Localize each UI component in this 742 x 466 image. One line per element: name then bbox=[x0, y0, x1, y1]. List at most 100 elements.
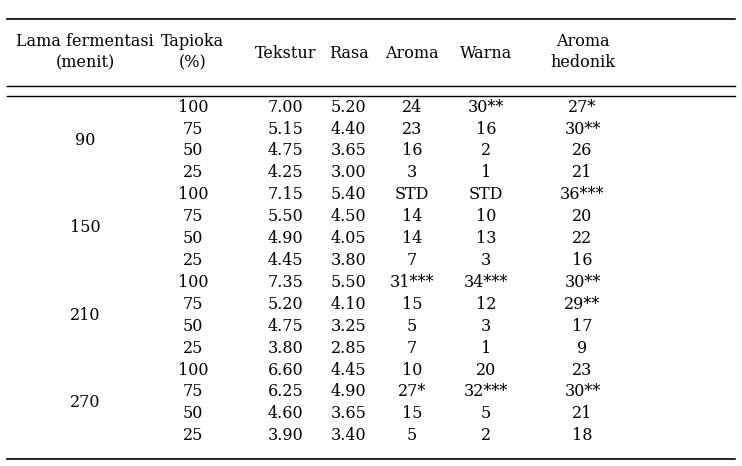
Text: 17: 17 bbox=[572, 318, 593, 335]
Text: 4.45: 4.45 bbox=[268, 252, 303, 269]
Text: 4.90: 4.90 bbox=[331, 384, 367, 400]
Text: 27*: 27* bbox=[398, 384, 426, 400]
Text: 1: 1 bbox=[481, 340, 491, 356]
Text: 75: 75 bbox=[183, 296, 203, 313]
Text: 15: 15 bbox=[401, 405, 422, 422]
Text: 2: 2 bbox=[481, 427, 491, 444]
Text: 150: 150 bbox=[70, 219, 101, 236]
Text: 27*: 27* bbox=[568, 99, 597, 116]
Text: 100: 100 bbox=[177, 274, 209, 291]
Text: hedonik: hedonik bbox=[550, 55, 615, 71]
Text: 24: 24 bbox=[401, 99, 422, 116]
Text: STD: STD bbox=[469, 186, 503, 203]
Text: 7: 7 bbox=[407, 340, 417, 356]
Text: Aroma: Aroma bbox=[385, 45, 439, 62]
Text: 13: 13 bbox=[476, 230, 496, 247]
Text: 5: 5 bbox=[407, 427, 417, 444]
Text: (%): (%) bbox=[179, 55, 207, 71]
Text: 16: 16 bbox=[401, 143, 422, 159]
Text: 32***: 32*** bbox=[464, 384, 508, 400]
Text: 30**: 30** bbox=[564, 121, 601, 137]
Text: 4.60: 4.60 bbox=[268, 405, 303, 422]
Text: 75: 75 bbox=[183, 121, 203, 137]
Text: 3.90: 3.90 bbox=[268, 427, 303, 444]
Text: 7.00: 7.00 bbox=[268, 99, 303, 116]
Text: 4.75: 4.75 bbox=[268, 318, 303, 335]
Text: 10: 10 bbox=[476, 208, 496, 225]
Text: 5.50: 5.50 bbox=[268, 208, 303, 225]
Text: 90: 90 bbox=[75, 131, 96, 149]
Text: 30**: 30** bbox=[564, 274, 601, 291]
Text: 14: 14 bbox=[401, 230, 422, 247]
Text: 75: 75 bbox=[183, 208, 203, 225]
Text: 2.85: 2.85 bbox=[331, 340, 367, 356]
Text: 22: 22 bbox=[572, 230, 593, 247]
Text: 4.40: 4.40 bbox=[331, 121, 367, 137]
Text: 7.35: 7.35 bbox=[268, 274, 303, 291]
Text: 3.65: 3.65 bbox=[331, 143, 367, 159]
Text: 4.75: 4.75 bbox=[268, 143, 303, 159]
Text: 1: 1 bbox=[481, 164, 491, 181]
Text: 5.20: 5.20 bbox=[268, 296, 303, 313]
Text: 100: 100 bbox=[177, 186, 209, 203]
Text: 18: 18 bbox=[572, 427, 593, 444]
Text: 3.25: 3.25 bbox=[331, 318, 367, 335]
Text: 4.25: 4.25 bbox=[268, 164, 303, 181]
Text: 20: 20 bbox=[476, 362, 496, 378]
Text: 29**: 29** bbox=[564, 296, 601, 313]
Text: 15: 15 bbox=[401, 296, 422, 313]
Text: 26: 26 bbox=[572, 143, 593, 159]
Text: 3: 3 bbox=[481, 252, 491, 269]
Text: 270: 270 bbox=[70, 394, 101, 411]
Text: 4.10: 4.10 bbox=[331, 296, 367, 313]
Text: STD: STD bbox=[395, 186, 429, 203]
Text: 25: 25 bbox=[183, 252, 203, 269]
Text: 5: 5 bbox=[407, 318, 417, 335]
Text: 30**: 30** bbox=[564, 384, 601, 400]
Text: 6.60: 6.60 bbox=[268, 362, 303, 378]
Text: 100: 100 bbox=[177, 99, 209, 116]
Text: 30**: 30** bbox=[467, 99, 505, 116]
Text: 3.80: 3.80 bbox=[268, 340, 303, 356]
Text: Rasa: Rasa bbox=[329, 45, 369, 62]
Text: 4.50: 4.50 bbox=[331, 208, 367, 225]
Text: 16: 16 bbox=[476, 121, 496, 137]
Text: 21: 21 bbox=[572, 164, 593, 181]
Text: 7.15: 7.15 bbox=[268, 186, 303, 203]
Text: Warna: Warna bbox=[460, 45, 512, 62]
Text: 5.40: 5.40 bbox=[331, 186, 367, 203]
Text: 3.40: 3.40 bbox=[331, 427, 367, 444]
Text: 36***: 36*** bbox=[560, 186, 605, 203]
Text: Tapioka: Tapioka bbox=[161, 34, 225, 50]
Text: 3: 3 bbox=[481, 318, 491, 335]
Text: 34***: 34*** bbox=[464, 274, 508, 291]
Text: 16: 16 bbox=[572, 252, 593, 269]
Text: 25: 25 bbox=[183, 427, 203, 444]
Text: Lama fermentasi: Lama fermentasi bbox=[16, 34, 154, 50]
Text: 3.65: 3.65 bbox=[331, 405, 367, 422]
Text: 14: 14 bbox=[401, 208, 422, 225]
Text: 50: 50 bbox=[183, 318, 203, 335]
Text: 6.25: 6.25 bbox=[268, 384, 303, 400]
Text: 10: 10 bbox=[401, 362, 422, 378]
Text: 23: 23 bbox=[401, 121, 422, 137]
Text: 31***: 31*** bbox=[390, 274, 434, 291]
Text: 50: 50 bbox=[183, 230, 203, 247]
Text: 23: 23 bbox=[572, 362, 593, 378]
Text: 4.90: 4.90 bbox=[268, 230, 303, 247]
Text: 2: 2 bbox=[481, 143, 491, 159]
Text: 210: 210 bbox=[70, 307, 101, 324]
Text: 50: 50 bbox=[183, 405, 203, 422]
Text: 5.20: 5.20 bbox=[331, 99, 367, 116]
Text: 50: 50 bbox=[183, 143, 203, 159]
Text: 3: 3 bbox=[407, 164, 417, 181]
Text: 5: 5 bbox=[481, 405, 491, 422]
Text: (menit): (menit) bbox=[56, 55, 115, 71]
Text: 20: 20 bbox=[572, 208, 593, 225]
Text: 100: 100 bbox=[177, 362, 209, 378]
Text: 12: 12 bbox=[476, 296, 496, 313]
Text: Tekstur: Tekstur bbox=[255, 45, 316, 62]
Text: 25: 25 bbox=[183, 164, 203, 181]
Text: 4.45: 4.45 bbox=[331, 362, 367, 378]
Text: 21: 21 bbox=[572, 405, 593, 422]
